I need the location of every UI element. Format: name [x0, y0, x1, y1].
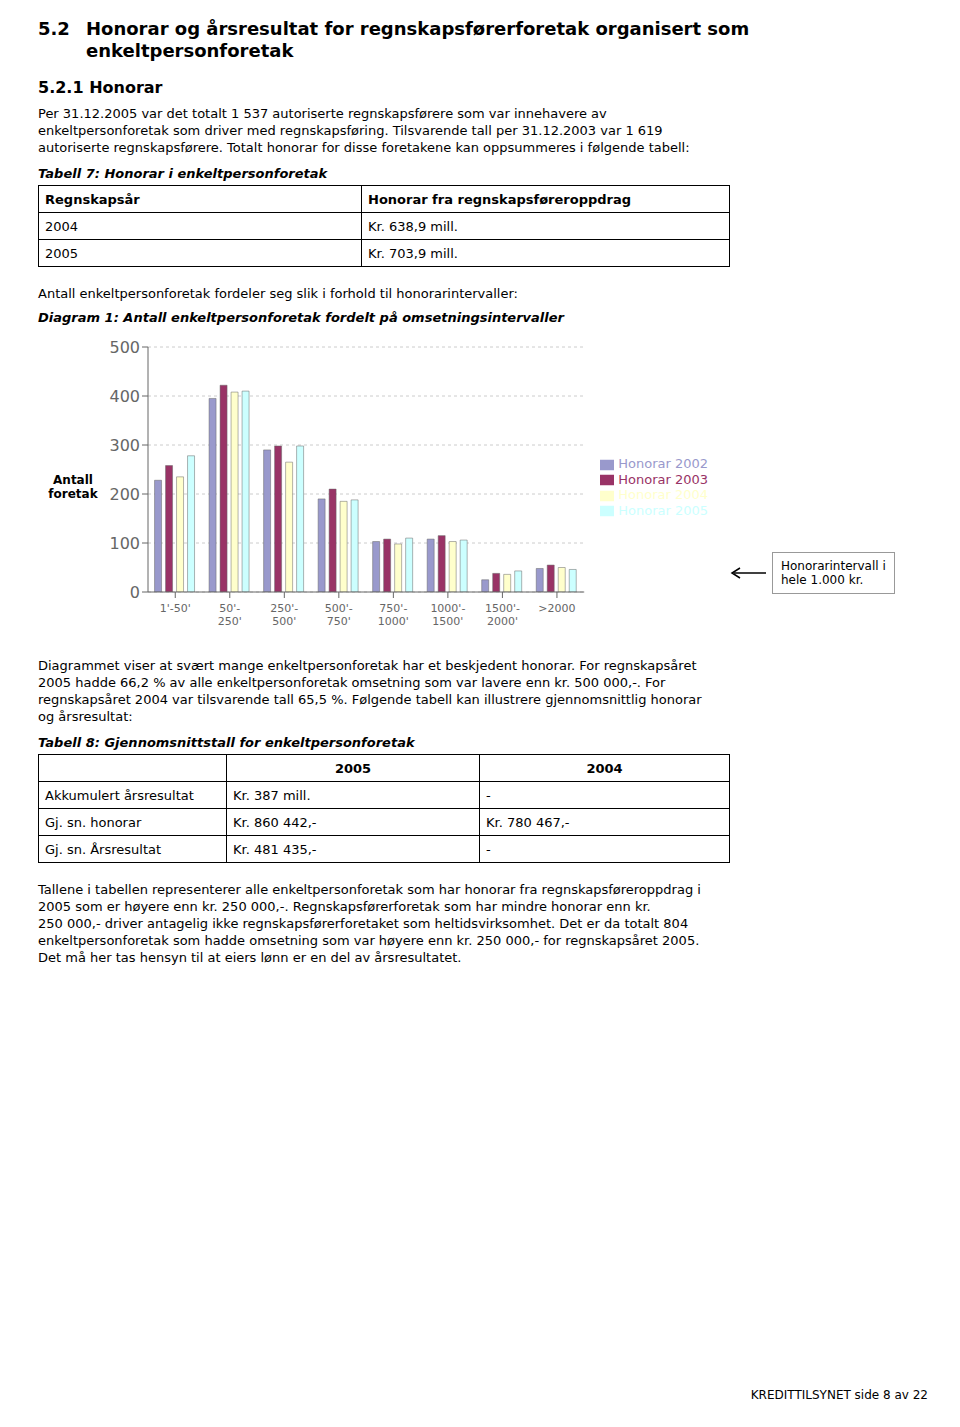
svg-text:750'-1000': 750'-1000' [378, 602, 409, 628]
svg-text:1500'-2000': 1500'-2000' [485, 602, 520, 628]
svg-text:1000'-1500': 1000'-1500' [430, 602, 465, 628]
html-text:Regnskapsår: Regnskapsår [45, 191, 140, 207]
html-text:2004: 2004 [586, 760, 623, 776]
html-text:KREDITTILSYNET side 8 av 22: KREDITTILSYNET side 8 av 22 [750, 1388, 928, 1402]
html-text:Honorarintervall i hele 1.000: Honorarintervall i hele 1.000 kr. [781, 559, 886, 587]
html-text:Tabell 7: Honorar i enkeltpers: Tabell 7: Honorar i enkeltpersonforetak [38, 166, 328, 181]
html-text:Tallene i tabellen representer: Tallene i tabellen representerer alle en… [38, 882, 701, 897]
html-text:Kr. 703,9 mill.: Kr. 703,9 mill. [368, 245, 458, 261]
svg-text:200: 200 [109, 485, 140, 504]
html-text:2005: 2005 [45, 245, 79, 261]
html-text:autoriserte regnskapsførere. T: autoriserte regnskapsførere. Totalt hono… [38, 140, 690, 155]
html-text:Kr. 780 467,-: Kr. 780 467,- [486, 814, 570, 830]
html-text:Kr. 481 435,-: Kr. 481 435,- [233, 841, 317, 857]
html-text:Diagrammet viser at svært mang: Diagrammet viser at svært mange enkeltpe… [38, 658, 697, 673]
html-text:Akkumulert årsresultat: Akkumulert årsresultat [45, 787, 194, 803]
html-text:Diagram 1: Antall enkeltperson: Diagram 1: Antall enkeltpersonforetak fo… [38, 310, 564, 325]
svg-text:500'-750': 500'-750' [325, 602, 353, 628]
html-text:2005 hadde 66,2 % av alle enke: 2005 hadde 66,2 % av alle enkeltpersonfo… [38, 675, 666, 690]
svg-text:>2000: >2000 [538, 602, 575, 615]
html-text:Honorar fra regnskapsføreroppd: Honorar fra regnskapsføreroppdrag [368, 191, 631, 207]
html-text:250 000,- driver antagelig ikk: 250 000,- driver antagelig ikke regnskap… [38, 916, 689, 931]
html-text:Kr. 638,9 mill.: Kr. 638,9 mill. [368, 218, 458, 234]
html-text:5.2.1 Honorar: 5.2.1 Honorar [38, 78, 163, 97]
html-text:enkeltpersonforetak: enkeltpersonforetak [86, 40, 294, 61]
svg-text:400: 400 [109, 387, 140, 406]
html-text:Honorar 2004: Honorar 2004 [618, 487, 708, 502]
html-text:Honorar 2005: Honorar 2005 [618, 502, 708, 518]
svg-text:500: 500 [109, 338, 140, 357]
html-text:enkeltpersonforetak som hadde: enkeltpersonforetak som hadde omsetning … [38, 933, 700, 948]
html-text:Honorar 2003: Honorar 2003 [618, 471, 708, 487]
svg-text:0: 0 [130, 583, 140, 602]
html-text:2005: 2005 [334, 760, 372, 776]
html-text:Gj. sn. Årsresultat: Gj. sn. Årsresultat [45, 841, 162, 857]
html-text:og årsresultat:: og årsresultat: [38, 709, 133, 724]
html-text:Antall foretak: Antall foretak [48, 473, 98, 501]
html-text:Honorar 2002: Honorar 2002 [618, 456, 708, 471]
html-text:regnskapsåret 2004 var tilsvar: regnskapsåret 2004 var tilsvarende tall … [38, 692, 702, 707]
html-text:Tabell 8: Gjennomsnittstall fo: Tabell 8: Gjennomsnittstall for enkeltpe… [38, 735, 415, 750]
svg-text:1'-50': 1'-50' [160, 602, 191, 615]
html-text:Per 31.12.2005 var det totalt: Per 31.12.2005 var det totalt 1 537 auto… [38, 106, 607, 121]
html-text:Antall enkeltpersonforetak for: Antall enkeltpersonforetak fordeler seg … [38, 286, 518, 301]
svg-text:300: 300 [109, 436, 140, 455]
html-text:2004: 2004 [45, 218, 79, 234]
html-text:Det må her tas hensyn til at e: Det må her tas hensyn til at eiers lønn … [38, 950, 462, 965]
svg-text:250'-500': 250'-500' [270, 602, 298, 628]
html-text:Kr. 860 442,-: Kr. 860 442,- [233, 814, 317, 830]
html-text:Honorar og årsresultat for reg: Honorar og årsresultat for regnskapsføre… [86, 18, 750, 39]
html-text:Kr. 387 mill.: Kr. 387 mill. [233, 787, 311, 803]
html-text:enkeltpersonforetak som driver: enkeltpersonforetak som driver med regns… [38, 123, 663, 138]
html-text:5.2: 5.2 [38, 18, 70, 39]
html-text:2005 som er høyere enn kr. 250: 2005 som er høyere enn kr. 250 000,-. Re… [38, 899, 651, 914]
svg-text:100: 100 [109, 534, 140, 553]
svg-text:50'-250': 50'-250' [218, 602, 242, 628]
html-text:Gj. sn. honorar: Gj. sn. honorar [45, 814, 142, 830]
